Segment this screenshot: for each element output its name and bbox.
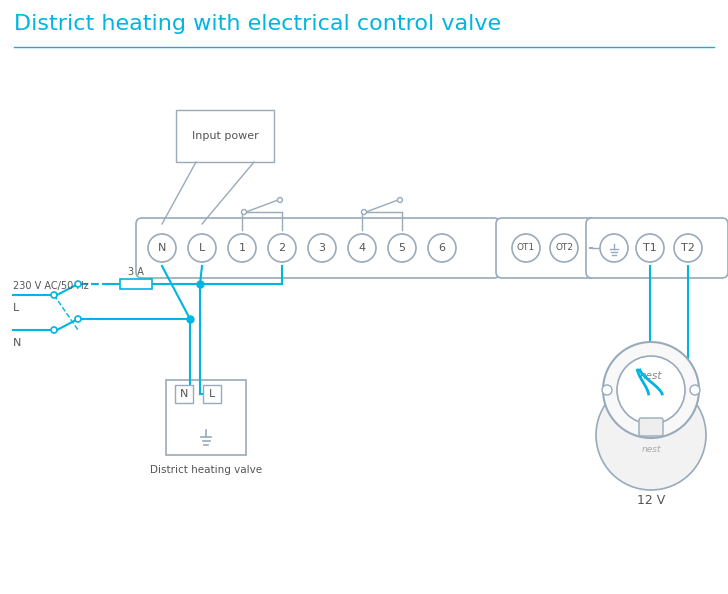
Text: 5: 5	[398, 243, 405, 253]
Circle shape	[512, 234, 540, 262]
Text: N: N	[180, 390, 188, 400]
Circle shape	[596, 380, 706, 490]
FancyBboxPatch shape	[496, 218, 596, 278]
Circle shape	[75, 316, 81, 322]
Text: District heating valve: District heating valve	[150, 465, 262, 475]
Text: nest: nest	[641, 446, 661, 454]
Text: District heating with electrical control valve: District heating with electrical control…	[14, 14, 501, 34]
Circle shape	[277, 197, 282, 203]
Text: 2: 2	[278, 243, 285, 253]
Circle shape	[362, 210, 366, 214]
Text: T2: T2	[681, 243, 695, 253]
Circle shape	[603, 342, 699, 438]
Text: Input power: Input power	[191, 131, 258, 141]
Circle shape	[51, 327, 57, 333]
Circle shape	[308, 234, 336, 262]
Text: OT1: OT1	[517, 244, 535, 252]
Circle shape	[397, 197, 403, 203]
FancyBboxPatch shape	[176, 110, 274, 162]
FancyBboxPatch shape	[203, 385, 221, 403]
Text: N: N	[13, 338, 21, 348]
FancyBboxPatch shape	[120, 279, 152, 289]
Circle shape	[550, 234, 578, 262]
Text: 230 V AC/50 Hz: 230 V AC/50 Hz	[13, 281, 89, 291]
Text: 1: 1	[239, 243, 245, 253]
Text: nest: nest	[640, 371, 662, 381]
Text: 6: 6	[438, 243, 446, 253]
FancyBboxPatch shape	[175, 385, 193, 403]
Text: 3: 3	[319, 243, 325, 253]
Circle shape	[690, 385, 700, 395]
Text: N: N	[180, 389, 188, 399]
Circle shape	[188, 234, 216, 262]
Circle shape	[148, 234, 176, 262]
FancyBboxPatch shape	[586, 218, 728, 278]
Circle shape	[388, 234, 416, 262]
Text: OT2: OT2	[555, 244, 573, 252]
Circle shape	[228, 234, 256, 262]
Circle shape	[348, 234, 376, 262]
Text: L: L	[199, 243, 205, 253]
Text: L: L	[209, 389, 215, 399]
FancyBboxPatch shape	[136, 218, 500, 278]
Circle shape	[75, 281, 81, 287]
Text: 12 V: 12 V	[637, 494, 665, 507]
FancyBboxPatch shape	[166, 380, 246, 455]
Circle shape	[674, 234, 702, 262]
Text: T1: T1	[643, 243, 657, 253]
Circle shape	[617, 356, 685, 424]
Circle shape	[51, 292, 57, 298]
Text: L: L	[13, 303, 19, 313]
Circle shape	[242, 210, 247, 214]
Text: N: N	[158, 243, 166, 253]
Text: L: L	[209, 390, 215, 400]
Circle shape	[602, 385, 612, 395]
FancyBboxPatch shape	[639, 418, 663, 436]
Text: 3 A: 3 A	[128, 267, 144, 277]
Circle shape	[268, 234, 296, 262]
Circle shape	[428, 234, 456, 262]
Circle shape	[636, 234, 664, 262]
Text: 4: 4	[358, 243, 365, 253]
Circle shape	[600, 234, 628, 262]
